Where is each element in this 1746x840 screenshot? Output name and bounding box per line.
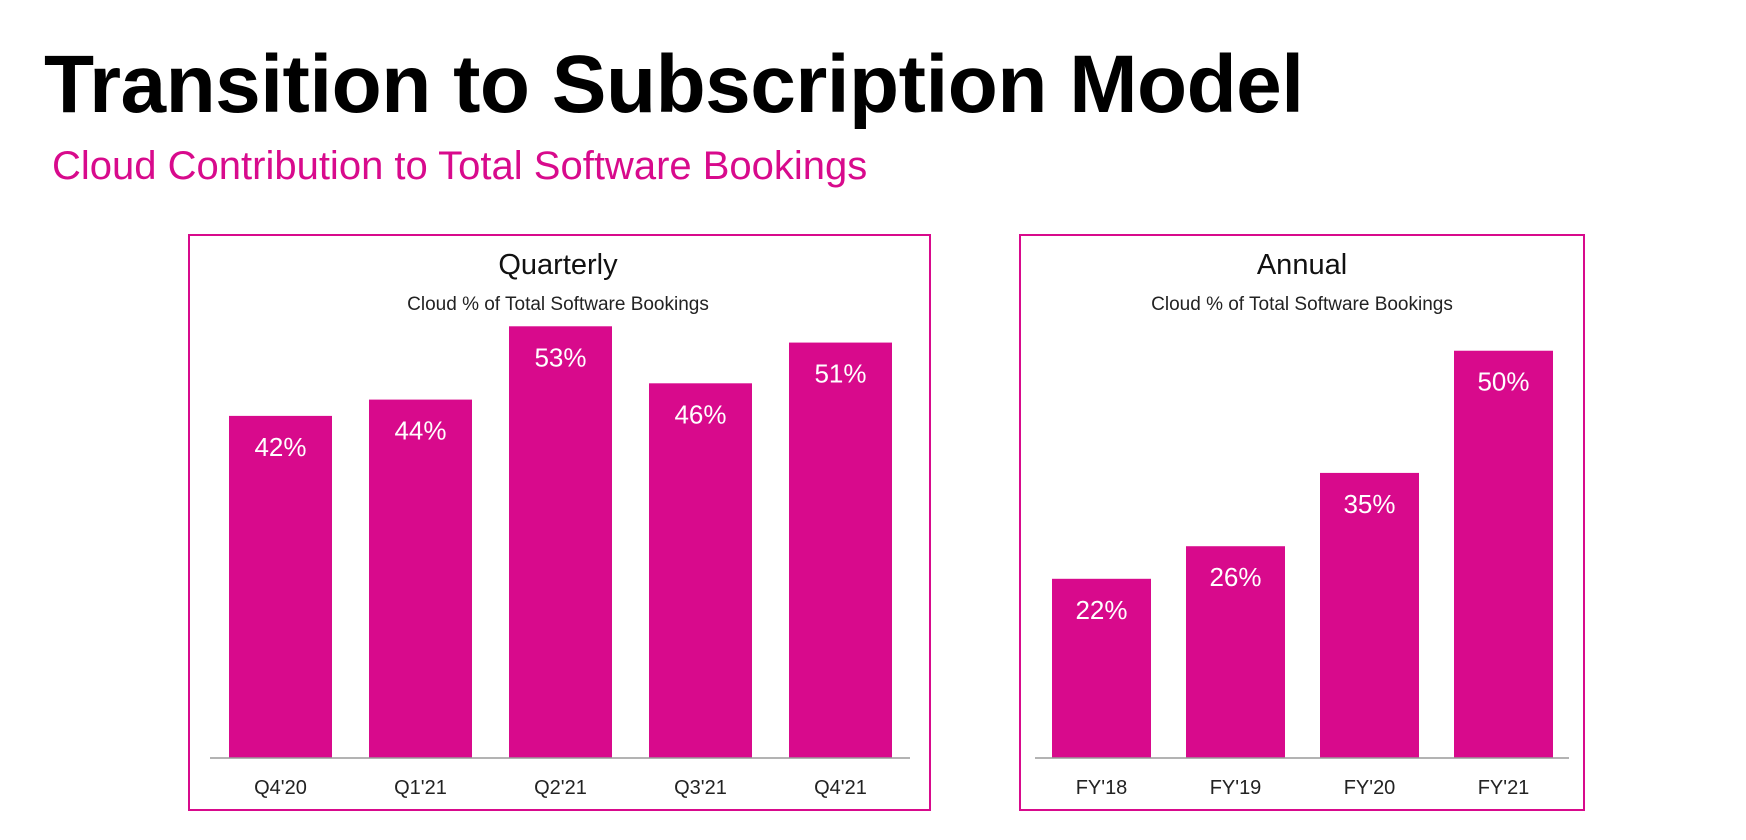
quarterly-data-label-1: 44% xyxy=(394,416,446,446)
annual-data-label-0: 22% xyxy=(1075,595,1127,625)
slide-title: Transition to Subscription Model xyxy=(44,39,1304,130)
quarterly-chart-title: Quarterly xyxy=(498,249,618,281)
annual-tick-label-1: FY'19 xyxy=(1210,777,1262,799)
quarterly-tick-label-3: Q3'21 xyxy=(674,777,727,799)
quarterly-bar-4 xyxy=(789,342,892,758)
quarterly-bar-2 xyxy=(509,326,612,758)
quarterly-data-label-4: 51% xyxy=(814,359,866,389)
quarterly-bar-1 xyxy=(369,399,472,758)
annual-chart-title: Annual xyxy=(1257,249,1347,281)
quarterly-bar-3 xyxy=(649,383,752,758)
annual-chart: Annual Cloud % of Total Software Bookings… xyxy=(1035,249,1569,799)
annual-data-label-2: 35% xyxy=(1343,489,1395,519)
annual-bar-1 xyxy=(1186,546,1285,758)
quarterly-chart-panel: Quarterly Cloud % of Total Software Booki… xyxy=(188,234,931,811)
annual-data-label-1: 26% xyxy=(1209,562,1261,592)
annual-tick-label-2: FY'20 xyxy=(1344,777,1396,799)
quarterly-data-label-2: 53% xyxy=(534,342,586,372)
quarterly-chart: Quarterly Cloud % of Total Software Booki… xyxy=(210,249,910,799)
annual-data-label-3: 50% xyxy=(1477,367,1529,397)
quarterly-data-label-0: 42% xyxy=(254,432,306,462)
quarterly-tick-label-2: Q2'21 xyxy=(534,777,587,799)
quarterly-tick-label-1: Q1'21 xyxy=(394,777,447,799)
annual-tick-label-3: FY'21 xyxy=(1478,777,1530,799)
annual-chart-panel: Annual Cloud % of Total Software Bookings… xyxy=(1019,234,1585,811)
quarterly-chart-subtitle: Cloud % of Total Software Bookings xyxy=(407,294,709,315)
quarterly-bar-0 xyxy=(229,415,332,758)
annual-bar-0 xyxy=(1052,578,1151,758)
slide-subtitle: Cloud Contribution to Total Software Boo… xyxy=(52,144,868,188)
quarterly-tick-label-0: Q4'20 xyxy=(254,777,307,799)
annual-tick-label-0: FY'18 xyxy=(1076,777,1128,799)
quarterly-data-label-3: 46% xyxy=(674,399,726,429)
annual-chart-subtitle: Cloud % of Total Software Bookings xyxy=(1151,294,1453,315)
quarterly-tick-label-4: Q4'21 xyxy=(814,777,867,799)
annual-bar-3 xyxy=(1454,350,1553,758)
annual-bar-2 xyxy=(1320,472,1419,758)
